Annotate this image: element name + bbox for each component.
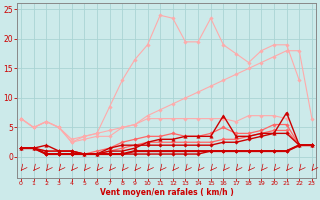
X-axis label: Vent moyen/en rafales ( km/h ): Vent moyen/en rafales ( km/h ) [100,188,233,197]
